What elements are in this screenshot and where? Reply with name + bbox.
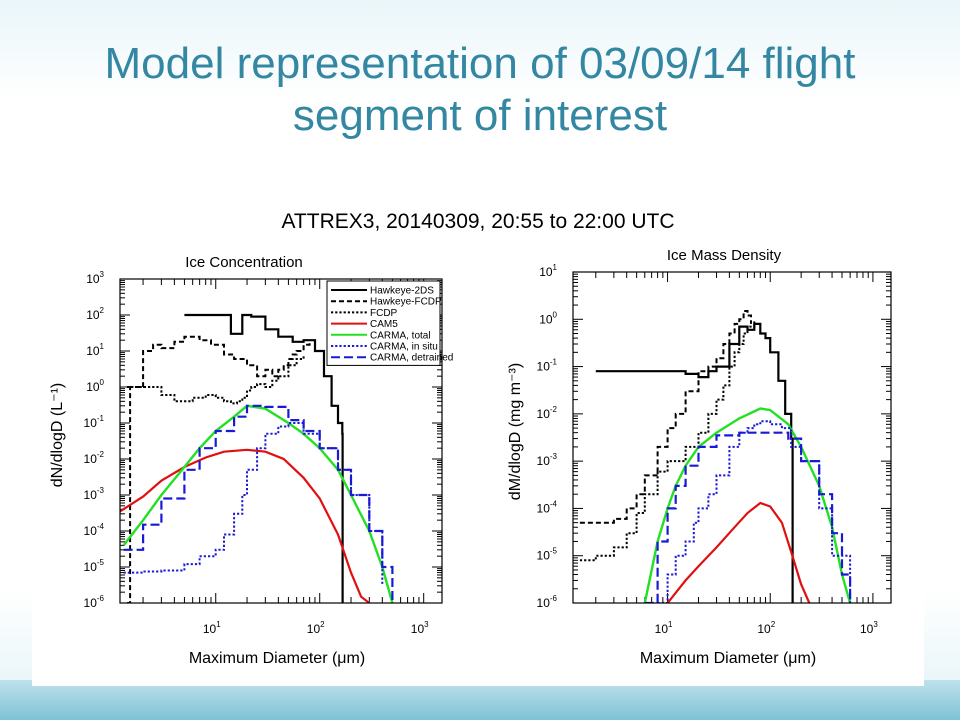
x-tick-label: 103 <box>860 620 878 636</box>
slide-title-line-2: segment of interest <box>292 91 668 140</box>
y-tick-label: 10-3 <box>537 452 558 468</box>
x-axis-label: Maximum Diameter (μm) <box>189 650 365 667</box>
figure-main-title: ATTREX3, 20140309, 20:55 to 22:00 UTC <box>281 210 674 233</box>
series-hawkeye-fcdp-line <box>579 310 752 524</box>
series-hawkeye-2ds-line <box>595 322 794 603</box>
y-axis-label: dM/dlogD (mg m⁻³) <box>507 363 524 500</box>
legend-label: FCDP <box>370 308 398 319</box>
slide-title-line-1: Model representation of 03/09/14 flight <box>104 39 856 88</box>
plot-frame <box>572 271 892 604</box>
chart-ice-concentration: Ice Concentration 101 102 103 10-6 10-5 10-4 10… <box>49 254 453 667</box>
y-tick-label: 10-2 <box>537 405 558 421</box>
x-tick-label: 102 <box>307 620 325 636</box>
y-tick-label: 101 <box>539 263 557 279</box>
series-carma-in-situ-line <box>123 422 384 586</box>
series-carma-detrained-line <box>123 404 394 603</box>
legend-label: CARMA, detrained <box>370 353 453 364</box>
y-tick-label: 101 <box>86 342 104 358</box>
y-tick-label: 100 <box>86 378 104 394</box>
y-tick-label: 10-3 <box>84 486 105 502</box>
series-fcdp-line <box>127 354 305 405</box>
plot-frame <box>119 278 443 604</box>
series-group <box>579 310 852 603</box>
y-axis-label: dN/dlogD (L⁻¹) <box>49 383 66 487</box>
y-tick-label: 102 <box>86 306 104 322</box>
x-tick-label: 101 <box>203 620 221 636</box>
series-cam5-line <box>666 501 811 603</box>
series-group <box>120 313 394 603</box>
legend-label: Hawkeye-2DS <box>370 286 434 297</box>
legend-label: CAM5 <box>370 319 398 330</box>
x-axis-label: Maximum Diameter (μm) <box>640 650 816 667</box>
x-tick-label: 101 <box>655 620 673 636</box>
chart-subtitle: Ice Concentration <box>185 254 303 271</box>
chart-ice-mass-density: Ice Mass Density 101 102 103 10-6 10-5 10-4 10-… <box>507 247 892 667</box>
series-carma-total-line <box>643 407 852 603</box>
y-tick-label: 10-1 <box>537 358 558 374</box>
y-tick-label: 103 <box>86 270 104 286</box>
y-tick-label: 10-5 <box>537 547 558 563</box>
y-tick-label: 10-4 <box>84 522 105 538</box>
series-carma-in-situ-line <box>657 420 852 603</box>
x-tick-label: 103 <box>411 620 429 636</box>
figure-svg: ATTREX3, 20140309, 20:55 to 22:00 UTC Ic… <box>49 210 892 667</box>
series-fcdp-line <box>579 321 756 562</box>
series-hawkeye-2ds-line <box>184 313 344 603</box>
y-tick-label: 10-6 <box>84 594 105 610</box>
y-tick-label: 100 <box>539 310 557 326</box>
series-carma-detrained-line <box>644 431 852 603</box>
legend-label: CARMA, total <box>370 330 431 341</box>
y-tick-label: 10-6 <box>537 594 558 610</box>
slide-bottom-band <box>0 680 960 720</box>
y-tick-label: 10-2 <box>84 450 105 466</box>
legend-box <box>326 280 441 366</box>
y-tick-label: 10-4 <box>537 499 558 515</box>
y-tick-label: 10-1 <box>84 414 105 430</box>
y-tick-label: 10-5 <box>84 558 105 574</box>
legend-label: Hawkeye-FCDP <box>370 297 442 308</box>
slide-title: Model representation of 03/09/14 flight … <box>0 38 960 142</box>
series-carma-total-line <box>122 404 394 603</box>
chart-subtitle: Ice Mass Density <box>667 247 782 264</box>
figure-panel: ATTREX3, 20140309, 20:55 to 22:00 UTC Ic… <box>32 186 924 686</box>
axis-ticks <box>573 271 891 604</box>
series-cam5-line <box>120 448 370 603</box>
series-hawkeye-fcdp-line <box>127 335 311 603</box>
x-tick-label: 102 <box>757 620 775 636</box>
legend-label: CARMA, in situ <box>370 342 438 353</box>
